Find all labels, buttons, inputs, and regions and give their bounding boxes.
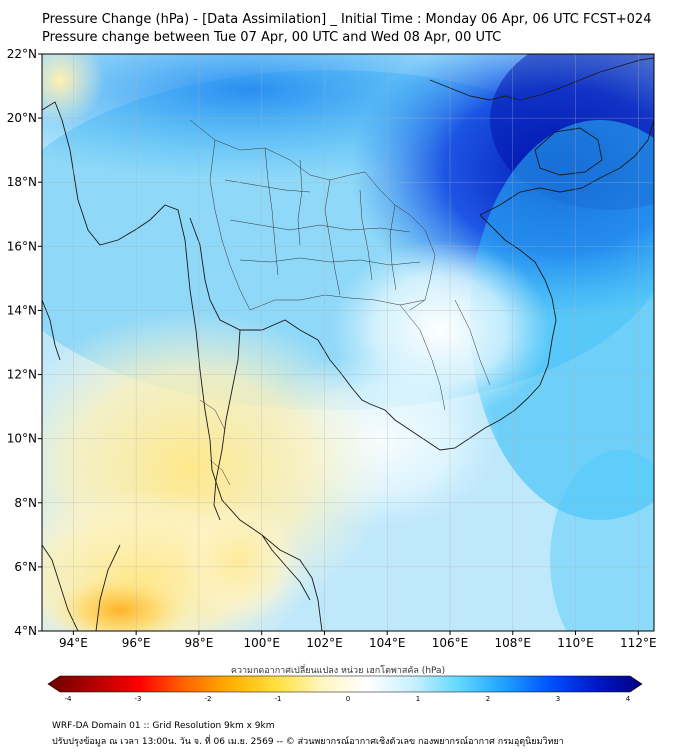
- colorbar-label: ความกดอากาศเปลี่ยนแปลง หน่วย เฮกโตพาสคัล…: [230, 666, 446, 676]
- colorbar-tick-label: -4: [65, 695, 73, 703]
- lon-label: 106°E: [432, 636, 469, 650]
- province-boundaries: [189, 119, 491, 486]
- latitude-axis: 22°N 20°N 18°N 16°N 14°N 12°N 10°N 8°N 6°N 4°N: [7, 47, 42, 638]
- lat-label: 4°N: [14, 624, 37, 638]
- lat-label: 14°N: [7, 303, 37, 317]
- longitude-axis: 94°E 96°E 98°E 100°E 102°E 104°E 106°E 108°E 110…: [59, 631, 657, 650]
- lat-label: 12°N: [7, 368, 37, 382]
- lon-label: 108°E: [495, 636, 532, 650]
- colorbar-tick-label: -3: [135, 695, 142, 703]
- lon-label: 110°E: [557, 636, 594, 650]
- colorbar-tick-label: 1: [416, 695, 420, 703]
- lat-label: 18°N: [7, 175, 37, 189]
- coastlines: [42, 57, 654, 631]
- lat-label: 10°N: [7, 432, 37, 446]
- footer-update-info: ปรับปรุงข้อมูล ณ เวลา 13:00น. วัน จ. ที่…: [52, 737, 564, 747]
- map-subtitle: Pressure change between Tue 07 Apr, 00 U…: [42, 30, 502, 45]
- lat-label: 6°N: [14, 560, 37, 574]
- lon-label: 100°E: [243, 636, 280, 650]
- lat-label: 22°N: [7, 47, 37, 61]
- colorbar-tick-label: 3: [556, 695, 560, 703]
- lon-label: 94°E: [59, 636, 88, 650]
- colorbar-tick-label: -1: [275, 695, 282, 703]
- colorbar-tick-label: 0: [346, 695, 350, 703]
- lat-label: 20°N: [7, 111, 37, 125]
- colorbar-tick-label: 4: [626, 695, 631, 703]
- footer-model-info: WRF-DA Domain 01 :: Grid Resolution 9km …: [52, 721, 275, 731]
- lon-label: 112°E: [620, 636, 657, 650]
- lon-label: 98°E: [184, 636, 213, 650]
- lat-label: 16°N: [7, 239, 37, 253]
- colorbar: -4 -3 -2 -1 0 1 2 3 4: [47, 675, 643, 703]
- pressure-field: [42, 54, 654, 631]
- map-frame: [41, 53, 655, 632]
- map-title: Pressure Change (hPa) - [Data Assimilati…: [42, 12, 652, 27]
- lat-label: 8°N: [14, 496, 37, 510]
- colorbar-tick-label: -2: [205, 695, 212, 703]
- lon-label: 104°E: [369, 636, 406, 650]
- lon-label: 102°E: [306, 636, 343, 650]
- lon-label: 96°E: [122, 636, 151, 650]
- colorbar-tick-label: 2: [486, 695, 490, 703]
